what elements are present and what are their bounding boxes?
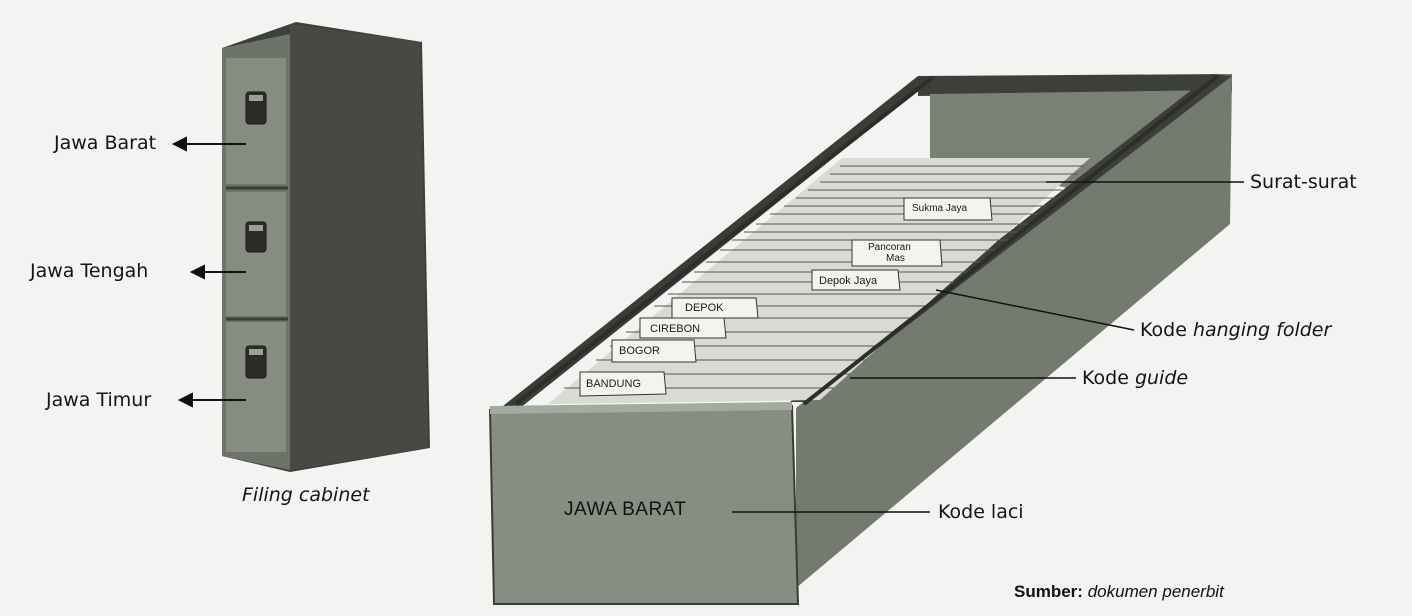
cabinet-drawer-middle (226, 192, 286, 316)
guide-tab-bandung (579, 371, 667, 397)
callout-kode-laci: Kode laci (938, 501, 1024, 523)
callout-kode-guide: Kode guide (1082, 367, 1189, 389)
folder-label-pancoran: Pancoran (868, 242, 911, 253)
callout-kode-hanging-folder: Kode hanging folder (1140, 319, 1332, 341)
file-drawer (488, 74, 1232, 605)
drawer-front-label: JAWA BARAT (564, 499, 687, 520)
guide-tab-depok (671, 297, 759, 319)
callout-surat-surat: Surat-surat (1250, 171, 1357, 193)
folder-label-mas: Mas (886, 253, 905, 264)
folder-tab-pancoran-mas (851, 239, 943, 267)
label-jawa-tengah: Jawa Tengah (30, 260, 149, 282)
folder-tab-sukma-jaya (903, 197, 993, 221)
callout-lines (732, 181, 1244, 513)
cabinet-drawer-bottom (226, 322, 286, 452)
filing-cabinet (171, 22, 430, 472)
folder-tab-depok-jaya (811, 269, 901, 291)
guide-label-bogor: BOGOR (619, 345, 660, 357)
guide-tab-bogor (611, 339, 697, 363)
guide-label-cirebon: CIREBON (650, 323, 701, 335)
folder-label-sukma-jaya: Sukma Jaya (912, 203, 968, 214)
cabinet-caption: Filing cabinet (242, 484, 370, 506)
guide-label-bandung: BANDUNG (586, 378, 642, 390)
guide-label-depok: DEPOK (685, 302, 724, 314)
folder-label-depok-jaya: Depok Jaya (819, 275, 878, 287)
label-jawa-timur: Jawa Timur (46, 389, 152, 411)
label-jawa-barat: Jawa Barat (54, 132, 157, 154)
source-note: Sumber: dokumen penerbit (1014, 582, 1224, 601)
